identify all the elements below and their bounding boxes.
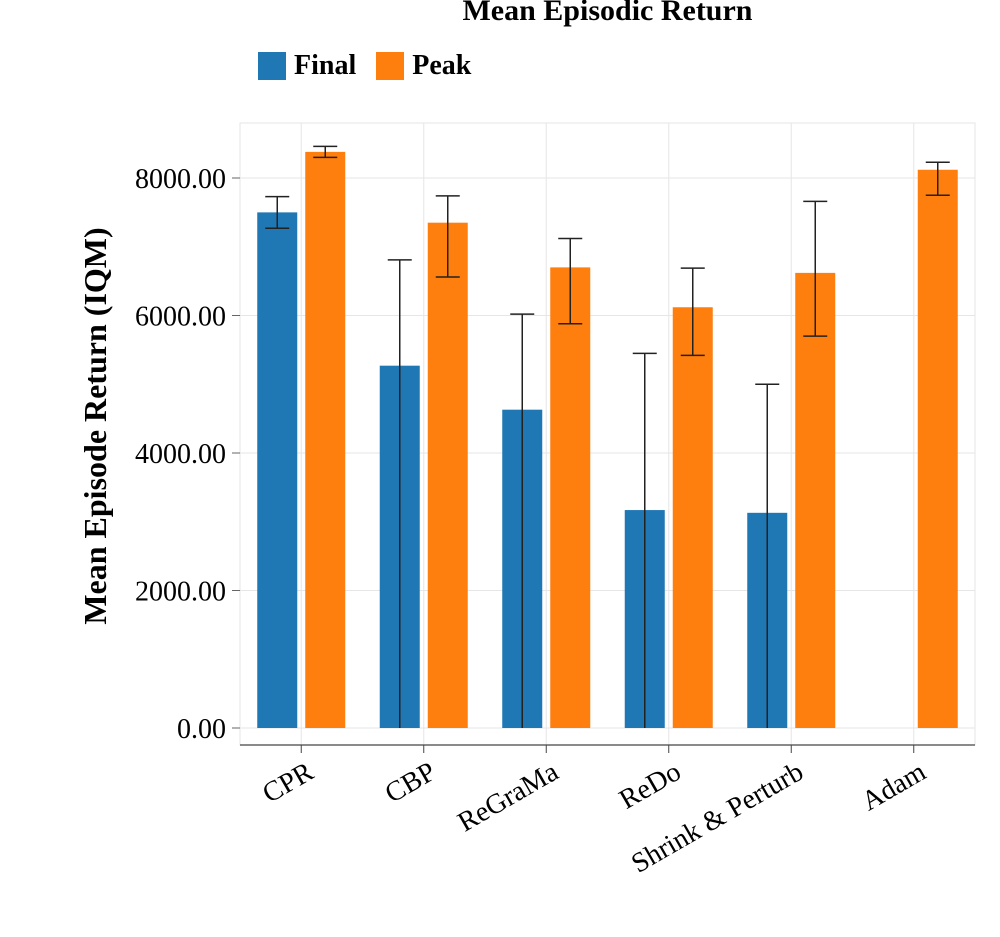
bar-final [257,212,298,728]
y-axis-label: Mean Episode Return (IQM) [77,227,113,624]
y-tick-label: 6000.00 [135,302,226,333]
x-tick-label: CBP [380,756,441,809]
legend-label-final: Final [294,50,357,81]
legend-item-final: Final [258,50,356,82]
grid-lines [240,123,975,745]
y-tick-label: 4000.00 [135,439,226,470]
bar-peak [672,307,713,728]
bar-peak [305,151,346,728]
x-tick-label: ReGraMa [453,756,565,838]
bar-peak [917,169,958,728]
x-tick-label: ReDo [614,756,686,816]
chart-title: Mean Episodic Return [462,0,753,27]
bar-peak [795,272,836,728]
legend-swatch-final [258,52,286,80]
error-bars [265,145,950,728]
legend-swatch-peak [376,52,405,80]
y-tick-label: 2000.00 [135,577,226,608]
x-tick-label: CPR [257,756,319,809]
plot-area [239,122,976,746]
legend-item-peak: Peak [376,50,471,82]
x-tick-label: Adam [856,756,931,817]
y-tick-label: 0.00 [177,714,226,745]
legend: Final Peak [258,50,471,82]
bar-peak [427,222,468,728]
legend-label-peak: Peak [412,50,472,81]
bar-peak [550,267,591,728]
y-tick-label: 8000.00 [135,164,226,195]
